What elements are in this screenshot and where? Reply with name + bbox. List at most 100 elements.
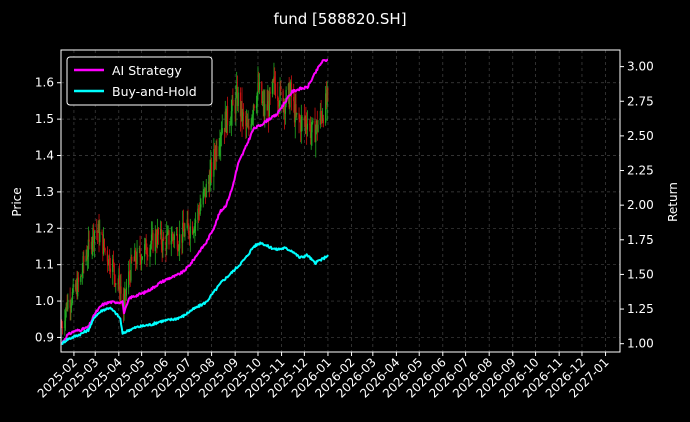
price-candle: [141, 256, 143, 260]
price-candle: [80, 275, 83, 277]
legend-label-ai-strategy: AI Strategy: [112, 63, 182, 78]
price-candle: [213, 148, 215, 177]
price-candle: [264, 104, 266, 116]
y-tick-label-right: 1.75: [627, 233, 654, 247]
price-candle: [245, 123, 248, 126]
y-axis-left: 0.9 1.0 1.1 1.2 1.3 1.4 1.5 1.6: [35, 76, 61, 344]
price-candle: [231, 99, 233, 112]
price-candle: [129, 274, 131, 281]
price-candle: [145, 239, 147, 254]
price-candle: [130, 256, 132, 281]
price-candle: [226, 106, 228, 133]
price-candle: [181, 234, 183, 243]
price-candle: [229, 124, 231, 126]
price-candle: [232, 99, 234, 106]
price-candle: [67, 299, 69, 310]
price-candle: [319, 111, 321, 125]
price-candle: [98, 224, 100, 243]
price-candle: [176, 233, 178, 250]
price-candle: [114, 275, 116, 285]
price-candle: [242, 112, 245, 116]
price-candle: [170, 240, 172, 245]
price-candle: [125, 287, 128, 296]
price-candle: [204, 187, 207, 198]
price-candle: [120, 286, 122, 294]
price-candle: [215, 145, 217, 161]
price-candle: [322, 118, 324, 121]
price-candle: [317, 124, 319, 132]
price-candle: [69, 299, 71, 308]
legend-label-buy-and-hold: Buy-and-Hold: [112, 84, 197, 99]
price-candle: [66, 303, 68, 310]
price-candle: [109, 268, 112, 272]
price-candle: [316, 120, 318, 132]
price-candle: [152, 232, 154, 252]
price-candle: [225, 111, 227, 133]
price-candle: [207, 181, 210, 184]
price-candle: [188, 225, 190, 235]
price-candle: [285, 89, 287, 105]
price-candle: [149, 247, 151, 257]
price-candle: [271, 80, 274, 94]
price-candle: [83, 256, 85, 262]
price-candle: [92, 228, 94, 243]
price-candle: [284, 104, 286, 114]
price-candle: [321, 114, 323, 121]
price-candle: [166, 231, 169, 235]
price-candle: [85, 255, 87, 262]
price-candle: [274, 83, 277, 96]
price-candle: [266, 104, 268, 111]
price-candle: [309, 124, 312, 139]
price-candle: [219, 145, 221, 147]
price-candle: [261, 82, 263, 103]
price-candle: [128, 271, 130, 288]
price-candle: [109, 255, 111, 269]
price-candle: [221, 128, 223, 134]
price-candle: [188, 234, 191, 239]
price-candle: [156, 228, 159, 245]
price-candle: [131, 256, 133, 261]
price-candle: [150, 244, 152, 248]
price-candle: [71, 291, 74, 304]
y-tick-label-right: 1.50: [627, 267, 654, 281]
y-axis-label-left: Price: [10, 187, 24, 216]
price-candle: [198, 208, 200, 212]
price-candle: [214, 157, 216, 161]
price-candle: [262, 101, 264, 102]
price-candle: [112, 259, 115, 264]
price-candle: [298, 112, 300, 120]
y-tick-label-right: 3.00: [627, 60, 654, 74]
price-candle: [290, 82, 292, 93]
price-candle: [280, 86, 282, 91]
price-candle: [195, 219, 197, 224]
price-candle: [125, 290, 127, 296]
price-candle: [103, 239, 105, 249]
price-candle: [209, 171, 211, 191]
price-candle: [293, 97, 295, 102]
price-candle: [186, 219, 188, 229]
price-candle: [216, 145, 218, 156]
price-candle: [218, 146, 220, 156]
price-candle: [315, 129, 317, 143]
price-candle: [88, 239, 90, 242]
price-candle: [273, 76, 275, 81]
price-candle: [81, 272, 83, 276]
y-tick-label-right: 2.00: [627, 198, 654, 212]
price-candle: [75, 283, 77, 290]
price-candle: [117, 283, 119, 285]
price-candle: [177, 249, 179, 251]
price-candle: [278, 105, 280, 107]
y-axis-label-right: Return: [666, 182, 680, 222]
price-candle: [101, 231, 103, 235]
y-axis-right: 1.00 1.25 1.50 1.75 2.00 2.25 2.50 2.75 3.00: [620, 60, 654, 351]
price-candle: [268, 91, 270, 117]
price-candle: [290, 82, 293, 98]
price-candle: [91, 242, 93, 250]
price-candle: [64, 311, 67, 321]
price-candle: [151, 232, 153, 235]
price-candle: [251, 117, 253, 125]
price-candle: [147, 254, 149, 257]
price-candle: [135, 261, 137, 265]
y-tick-label-right: 2.75: [627, 94, 654, 108]
